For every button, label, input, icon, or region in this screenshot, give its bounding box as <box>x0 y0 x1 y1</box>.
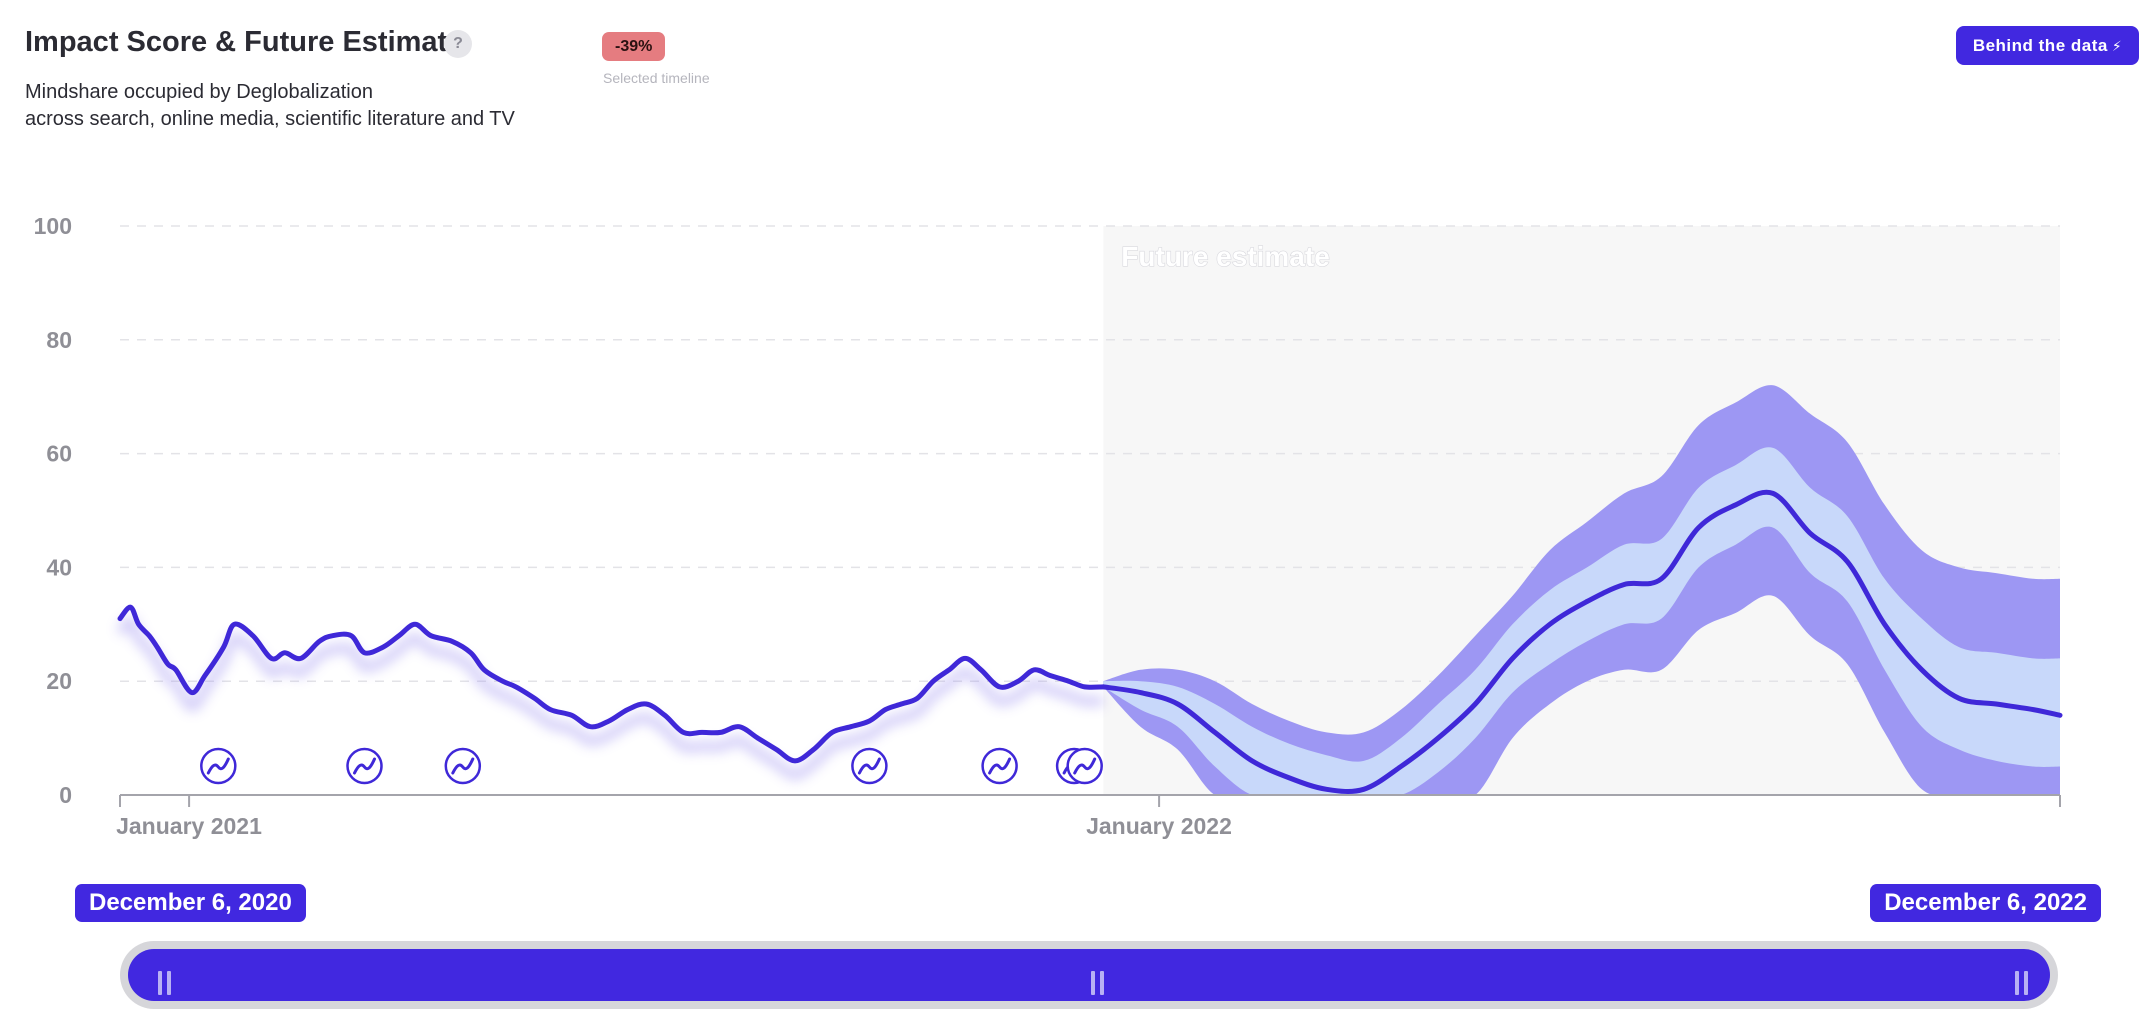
x-tick-label-0: January 2021 <box>116 813 262 839</box>
y-tick-label-40: 40 <box>46 554 72 580</box>
trend-event-icon[interactable] <box>981 747 1018 785</box>
y-tick-label-100: 100 <box>34 213 72 239</box>
trend-event-icon[interactable] <box>851 747 888 785</box>
range-slider-selection[interactable] <box>128 949 2050 1001</box>
trend-line-icon <box>353 757 376 775</box>
range-end-handle[interactable] <box>2015 971 2029 995</box>
subtitle-line-2: across search, online media, scientific … <box>25 108 515 130</box>
range-slider[interactable] <box>120 941 2058 1009</box>
forecast-impact-line <box>1100 489 2063 794</box>
impact-score-chart: Future estimate 0 20 40 60 80 100 January 2021… <box>33 213 2064 856</box>
historical-impact-line <box>117 604 1106 764</box>
help-icon[interactable]: ? <box>444 30 472 58</box>
band-clip-mask <box>118 796 2064 856</box>
trend-line-icon <box>1073 757 1097 775</box>
trend-event-icon[interactable] <box>444 747 482 785</box>
x-tick-label-1: January 2022 <box>1086 813 1232 839</box>
bolt-icon: ⚡ <box>2111 38 2123 54</box>
historical-line-shadow <box>116 616 1104 780</box>
chart-title: Impact Score & Future Estimate <box>25 26 464 58</box>
y-tick-label-0: 0 <box>59 782 72 808</box>
change-badge: -39% <box>602 32 666 61</box>
range-middle-handle[interactable] <box>1091 971 1105 995</box>
forecast-inner-band <box>1103 447 2060 798</box>
y-tick-label-60: 60 <box>46 441 72 467</box>
range-end-date: December 6, 2022 <box>1870 884 2101 922</box>
y-tick-label-20: 20 <box>46 668 72 694</box>
behind-the-data-label: Behind the data <box>1972 36 2108 55</box>
future-estimate-label: Future estimate <box>1121 241 1330 272</box>
trend-event-icon[interactable] <box>1066 747 1103 785</box>
behind-the-data-button[interactable]: Behind the data ⚡ <box>1956 26 2139 65</box>
range-start-date: December 6, 2020 <box>75 884 306 922</box>
chart-subtitle: Mindshare occupied by Deglobalization ac… <box>25 79 515 133</box>
subtitle-line-1: Mindshare occupied by Deglobalization <box>25 81 373 103</box>
trend-line-icon <box>206 757 230 775</box>
trend-line-icon <box>451 757 475 775</box>
trend-event-icon[interactable] <box>346 747 383 785</box>
change-caption: Selected timeline <box>603 70 710 86</box>
trend-line-icon <box>988 757 1012 775</box>
y-tick-label-80: 80 <box>46 327 72 353</box>
trend-event-icon[interactable] <box>200 747 237 785</box>
trend-line-icon <box>857 757 881 775</box>
range-start-handle[interactable] <box>158 971 172 995</box>
